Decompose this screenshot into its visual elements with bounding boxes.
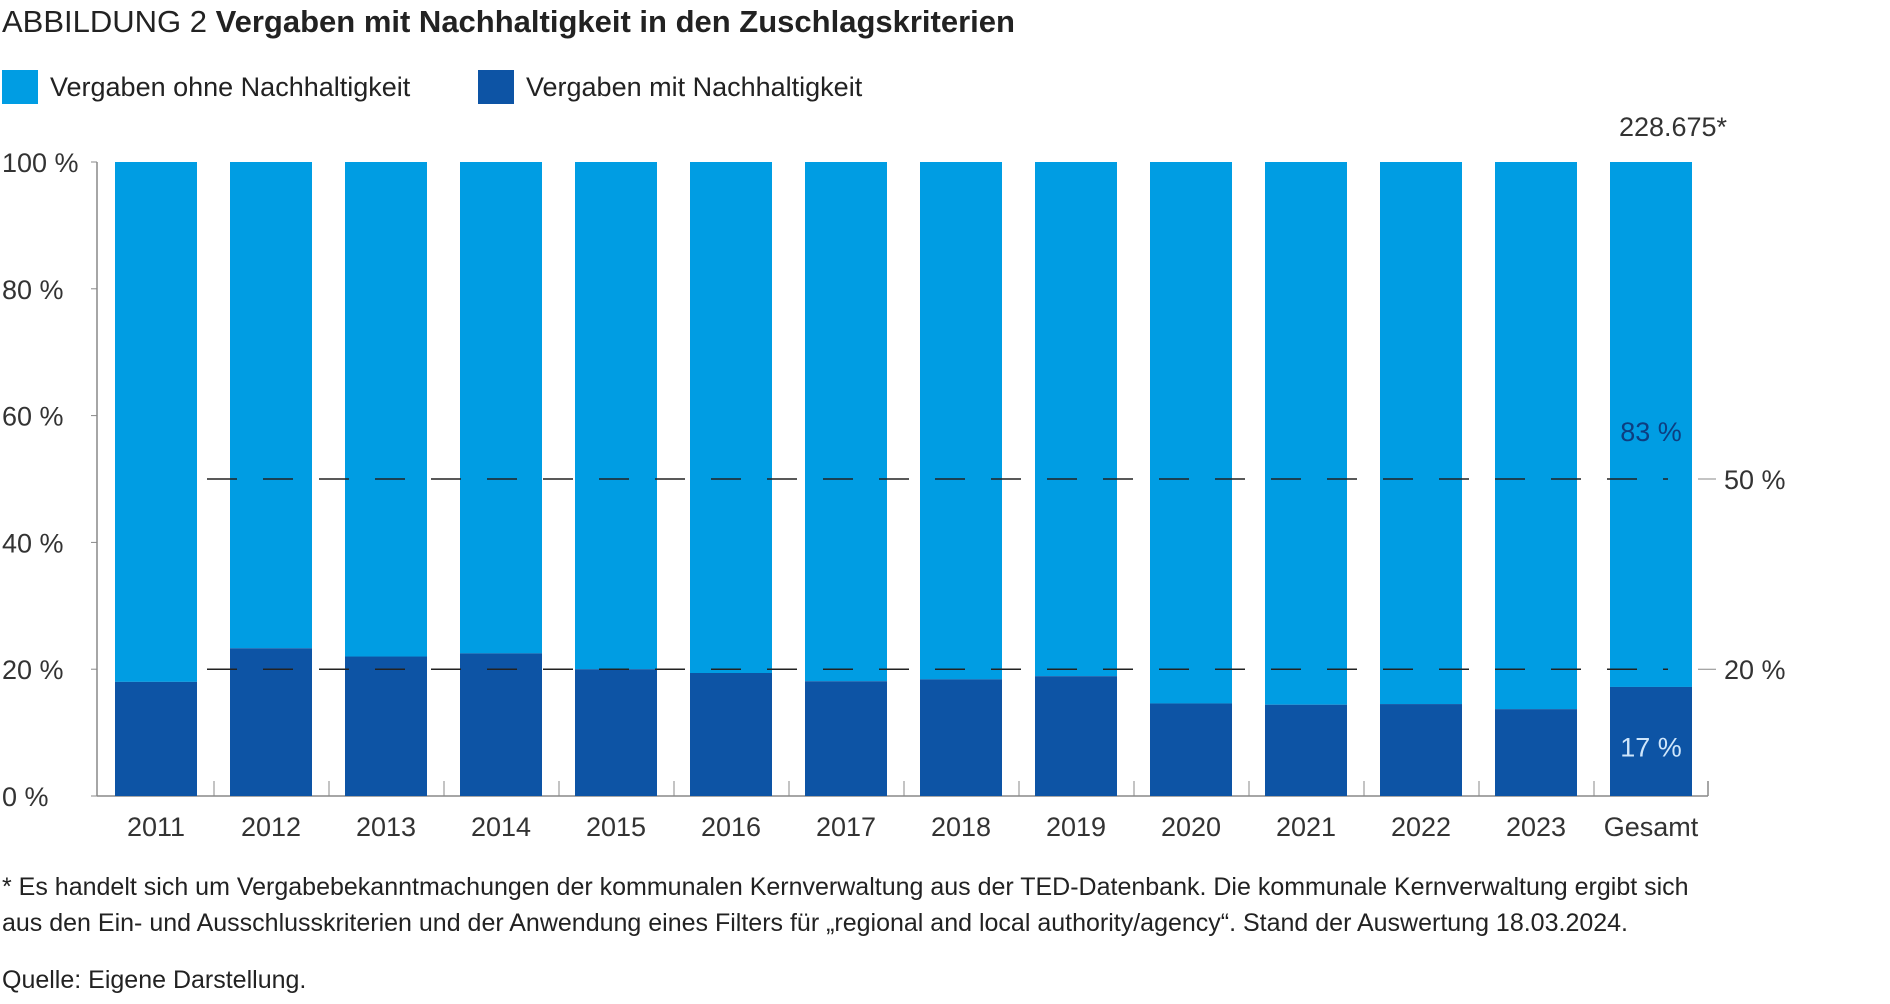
chart-title: ABBILDUNG 2 Vergaben mit Nachhaltigkeit … [2, 4, 1015, 40]
bar-mit-2012 [230, 648, 312, 796]
bar-mit-2020 [1150, 703, 1232, 796]
bar-ohne-2021 [1265, 162, 1347, 705]
gesamt-ohne-label: 83 % [1620, 417, 1682, 447]
bar-mit-2014 [460, 653, 542, 796]
bar-ohne-2012 [230, 162, 312, 649]
bar-ohne-2013 [345, 162, 427, 657]
x-tick-label: 2017 [816, 812, 876, 842]
bar-mit-2016 [690, 673, 772, 796]
y-tick-label: 20 % [2, 655, 64, 685]
y-tick-label: 60 % [2, 402, 64, 432]
legend-item-mit: Vergaben mit Nachhaltigkeit [478, 70, 862, 104]
bar-mit-2015 [575, 669, 657, 796]
figure-number: ABBILDUNG 2 [2, 4, 208, 39]
bar-ohne-2022 [1380, 162, 1462, 705]
bar-ohne-2015 [575, 162, 657, 670]
legend-label: Vergaben mit Nachhaltigkeit [526, 71, 863, 102]
bar-ohne-2016 [690, 162, 772, 674]
x-tick-label: 2020 [1161, 812, 1221, 842]
footnote: * Es handelt sich um Vergabebekanntmachu… [2, 873, 1689, 901]
bar-ohne-2023 [1495, 162, 1577, 710]
gesamt-mit-label: 17 % [1620, 733, 1682, 763]
bar-mit-2023 [1495, 709, 1577, 796]
bar-ohne-2014 [460, 162, 542, 654]
bar-mit-2021 [1265, 704, 1347, 796]
reference-label: 50 % [1724, 465, 1786, 495]
x-tick-label: 2021 [1276, 812, 1336, 842]
bar-ohne-2011 [115, 162, 197, 682]
legend-label: Vergaben ohne Nachhaltigkeit [50, 71, 411, 102]
source: Quelle: Eigene Darstellung. [2, 966, 307, 994]
bar-mit-Gesamt [1610, 686, 1692, 796]
bar-mit-2022 [1380, 704, 1462, 796]
x-tick-label: 2014 [471, 812, 531, 842]
bar-mit-2019 [1035, 676, 1117, 796]
x-tick-label: 2012 [241, 812, 301, 842]
x-tick-label: 2016 [701, 812, 761, 842]
y-tick-label: 0 % [2, 782, 49, 812]
x-tick-label: 2022 [1391, 812, 1451, 842]
y-tick-label: 40 % [2, 528, 64, 558]
bar-ohne-2018 [920, 162, 1002, 680]
x-tick-label: 2023 [1506, 812, 1566, 842]
bar-mit-2017 [805, 681, 887, 796]
y-tick-label: 80 % [2, 275, 64, 305]
x-tick-label: Gesamt [1604, 812, 1699, 842]
legend-swatch [478, 70, 514, 104]
bar-ohne-Gesamt [1610, 162, 1692, 687]
bar-ohne-2017 [805, 162, 887, 682]
footnote-2: aus den Ein- und Ausschlusskriterien und… [2, 909, 1629, 937]
bar-mit-2013 [345, 656, 427, 796]
title-main: Vergaben mit Nachhaltigkeit in den Zusch… [215, 4, 1015, 39]
x-tick-label: 2018 [931, 812, 991, 842]
bar-ohne-2019 [1035, 162, 1117, 677]
legend-item-ohne: Vergaben ohne Nachhaltigkeit [2, 70, 410, 104]
x-tick-label: 2015 [586, 812, 646, 842]
legend-swatch [2, 70, 38, 104]
bar-mit-2011 [115, 681, 197, 796]
y-tick-label: 100 % [2, 148, 79, 178]
x-tick-label: 2011 [127, 812, 185, 842]
x-tick-label: 2013 [356, 812, 416, 842]
reference-label: 20 % [1724, 655, 1786, 685]
total-count-label: 228.675* [1619, 112, 1728, 142]
x-tick-label: 2019 [1046, 812, 1106, 842]
bar-mit-2018 [920, 679, 1002, 796]
bar-ohne-2020 [1150, 162, 1232, 704]
